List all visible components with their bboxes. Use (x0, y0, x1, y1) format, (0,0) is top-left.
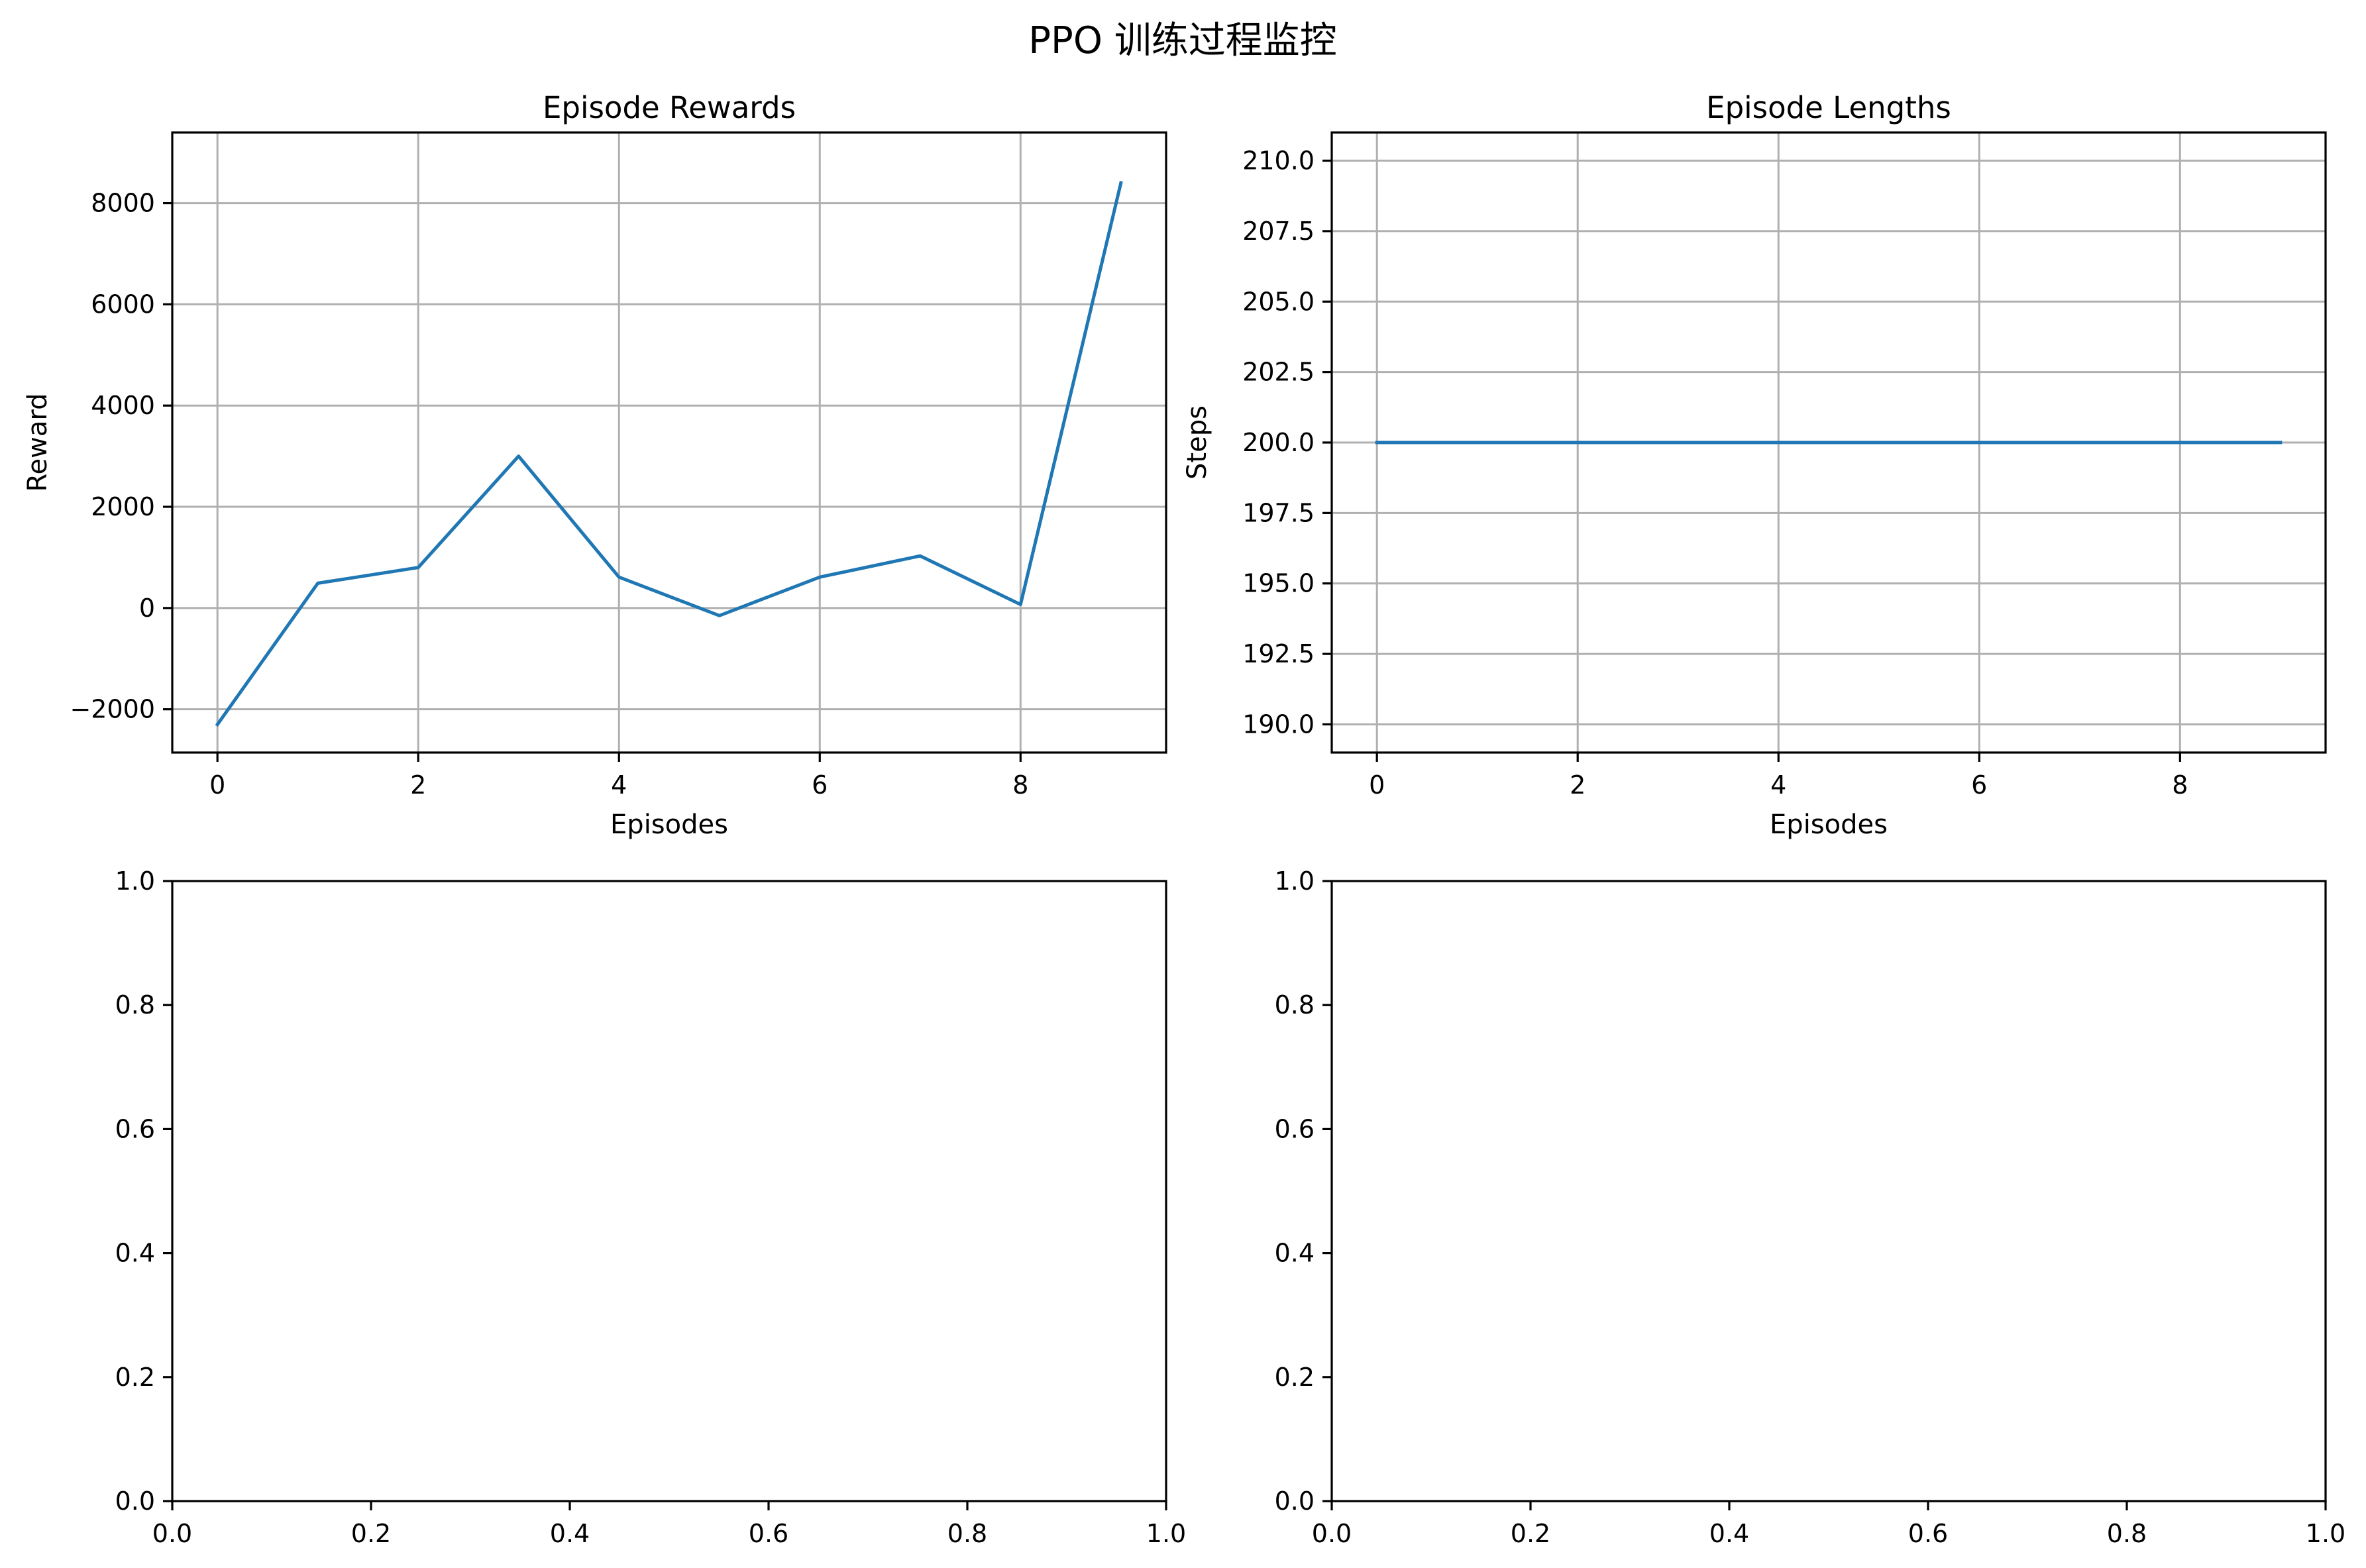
panel-episode-lengths: 0 2 4 6 8 190.0 192.5 195.0 197.5 200.0 202.5 205.0… (1182, 90, 2327, 840)
x-tick-label: 0 (1369, 770, 1385, 800)
y-tick-label: 0.2 (115, 1363, 155, 1392)
x-tick-label: 1.0 (1146, 1519, 1186, 1548)
y-tick-label: 0.0 (1275, 1487, 1315, 1516)
x-tick-label: 8 (1012, 770, 1028, 800)
x-tick-label: 2 (410, 770, 426, 800)
y-tick-label: 197.5 (1242, 498, 1315, 527)
y-tick-label: 210.0 (1242, 146, 1315, 176)
axes-title: Episode Lengths (1706, 90, 1951, 125)
y-tick-label: 205.0 (1242, 287, 1315, 316)
x-tick-label: 0.8 (947, 1519, 987, 1548)
y-tick-label: 192.5 (1242, 639, 1315, 668)
y-tick-label: −2000 (70, 695, 155, 724)
x-tick-label: 8 (2172, 770, 2188, 800)
y-tick-label: 0.6 (1275, 1114, 1315, 1143)
x-tick-label: 0 (209, 770, 225, 800)
panel-episode-rewards: 0 2 4 6 8 −2000 0 2000 4000 6000 8000 Episode Rewar… (23, 90, 1167, 840)
x-tick-label: 4 (611, 770, 627, 800)
y-tick-label: 0.6 (115, 1114, 155, 1143)
x-tick-label: 6 (1971, 770, 1987, 800)
x-tick-label: 0.2 (1511, 1519, 1550, 1548)
y-tick-label: 1.0 (1275, 866, 1315, 896)
figure-suptitle: PPO 训练过程监控 (1028, 19, 1336, 62)
y-tick-label: 6000 (91, 289, 155, 319)
y-tick-label: 1.0 (115, 866, 155, 896)
y-tick-label: 195.0 (1242, 569, 1315, 598)
x-tick-label: 6 (812, 770, 828, 800)
panel-empty-bottom-right: 0.0 0.2 0.4 0.6 0.8 1.0 0.0 0.2 0.4 0.6 0.8 1.0 (1275, 866, 2346, 1548)
y-tick-label: 0.2 (1275, 1363, 1315, 1392)
y-tick-label: 0.8 (115, 990, 155, 1019)
x-tick-label: 0.2 (351, 1519, 391, 1548)
x-tick-label: 2 (1570, 770, 1586, 800)
y-tick-label: 0.4 (1275, 1239, 1315, 1268)
y-tick-label: 8000 (91, 189, 155, 218)
x-axis-label: Episodes (610, 810, 728, 840)
axes-frame (1330, 880, 2327, 1502)
y-tick-label: 207.5 (1242, 217, 1315, 246)
y-tick-label: 202.5 (1242, 358, 1315, 387)
y-tick-label: 200.0 (1242, 428, 1315, 457)
y-axis-label: Steps (1182, 405, 1212, 480)
x-tick-label: 0.6 (749, 1519, 788, 1548)
y-tick-label: 0.8 (1275, 990, 1315, 1019)
y-tick-label: 4000 (91, 391, 155, 420)
y-tick-label: 0.4 (115, 1239, 155, 1268)
axes-frame (171, 880, 1167, 1502)
y-tick-label: 0 (139, 594, 155, 623)
panel-empty-bottom-left: 0.0 0.2 0.4 0.6 0.8 1.0 0.0 0.2 0.4 0.6 0.8 1.0 (115, 866, 1187, 1548)
x-tick-label: 4 (1770, 770, 1786, 800)
axes-title: Episode Rewards (543, 90, 796, 125)
x-tick-label: 0.8 (2107, 1519, 2147, 1548)
x-axis-label: Episodes (1770, 810, 1888, 840)
x-tick-label: 0.6 (1908, 1519, 1948, 1548)
y-tick-label: 2000 (91, 492, 155, 521)
y-tick-label: 0.0 (115, 1487, 155, 1516)
x-tick-label: 0.0 (1312, 1519, 1352, 1548)
x-tick-label: 1.0 (2306, 1519, 2345, 1548)
x-tick-label: 0.0 (152, 1519, 192, 1548)
y-tick-label: 190.0 (1242, 709, 1315, 739)
x-tick-label: 0.4 (550, 1519, 590, 1548)
series-line-rewards (215, 180, 1123, 727)
y-axis-label: Reward (23, 393, 53, 492)
x-tick-label: 0.4 (1709, 1519, 1749, 1548)
axes-frame (171, 131, 1167, 754)
